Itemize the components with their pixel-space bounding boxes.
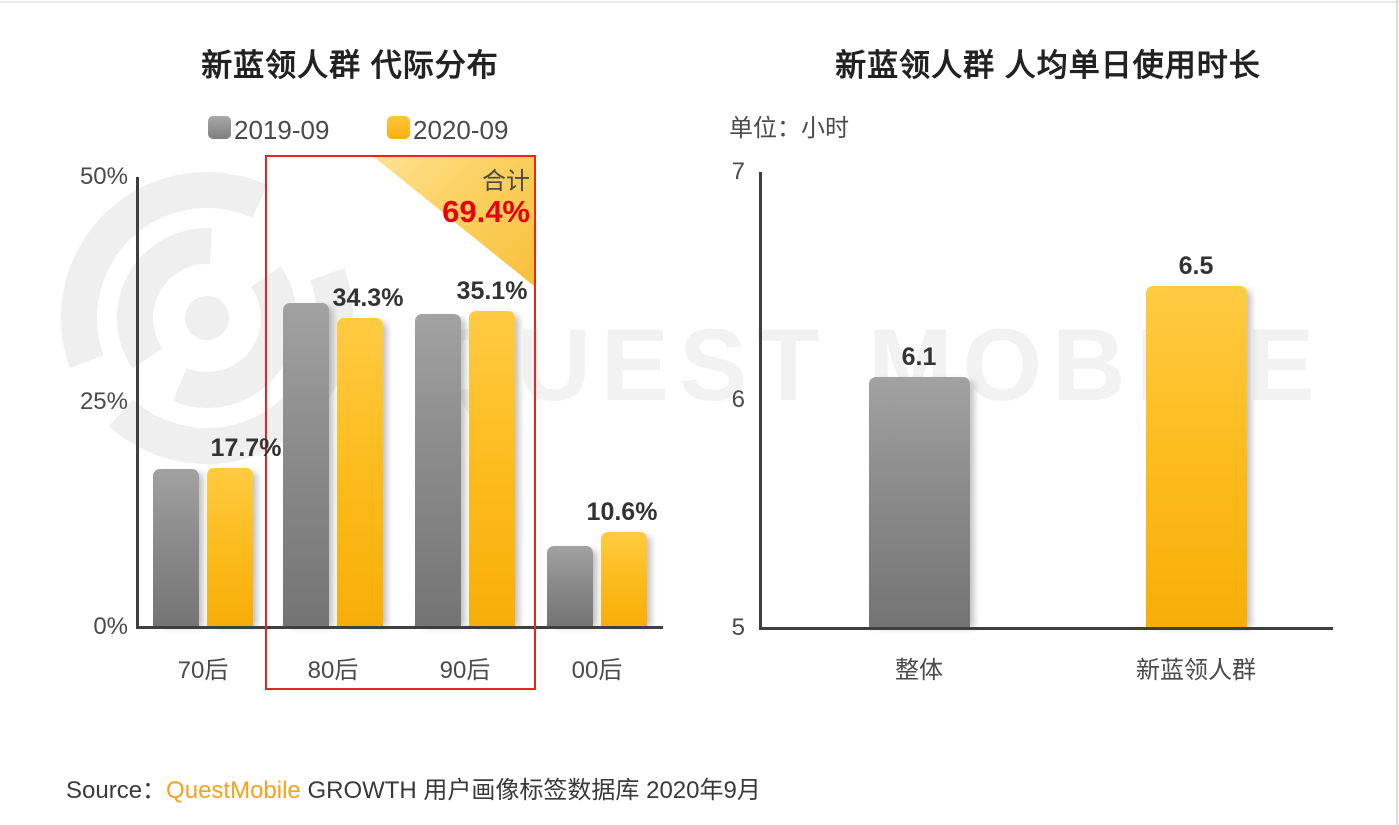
slide-right-border xyxy=(1396,0,1398,825)
left-y-axis xyxy=(136,177,139,627)
bar-2020-09-00后 xyxy=(601,532,647,627)
bar-2019-09-80后 xyxy=(283,303,329,627)
source-brand: QuestMobile xyxy=(166,777,301,804)
bar-value-label: 10.6% xyxy=(586,498,658,526)
right-chart-unit-label: 单位：小时 xyxy=(729,115,849,142)
bar-2020-09-70后 xyxy=(207,468,253,627)
left-y-tick: 50% xyxy=(79,163,128,190)
left-x-category: 00后 xyxy=(571,657,623,684)
source-suffix: GROWTH 用户画像标签数据库 2020年9月 xyxy=(300,777,761,804)
bar-2019-09-90后 xyxy=(415,314,461,627)
bar-2020-09-90后 xyxy=(469,311,515,627)
left-x-category: 80后 xyxy=(307,657,359,684)
right-x-axis xyxy=(759,627,1333,630)
legend-swatch-2020 xyxy=(387,116,410,139)
total-value: 69.4% xyxy=(442,194,530,229)
highlight-box-80s-90s: 合计 69.4% xyxy=(265,155,536,690)
right-chart-title: 新蓝领人群 人均单日使用时长 xyxy=(835,48,1261,83)
left-x-category: 70后 xyxy=(177,657,229,684)
right-x-category: 整体 xyxy=(895,657,943,684)
right-y-tick: 6 xyxy=(731,386,745,413)
source-prefix: Source： xyxy=(66,777,167,804)
total-label: 合计 xyxy=(482,168,530,195)
bar-2020-09-80后 xyxy=(337,318,383,627)
legend-label-2019: 2019-09 xyxy=(234,115,330,145)
bar-2019-09-70后 xyxy=(153,469,199,627)
left-chart-title: 新蓝领人群 代际分布 xyxy=(201,48,499,83)
legend-label-2020: 2020-09 xyxy=(413,115,509,145)
bar-value-label: 6.5 xyxy=(1178,252,1214,280)
chart-legend: 2019-09 2020-09 xyxy=(0,115,700,145)
bar-value-label: 6.1 xyxy=(901,343,937,371)
bar-2019-09-00后 xyxy=(547,546,593,627)
right-x-category: 新蓝领人群 xyxy=(1136,657,1256,684)
bar-新蓝领人群 xyxy=(1145,286,1247,628)
left-y-tick: 25% xyxy=(79,388,128,415)
bar-整体 xyxy=(868,377,970,628)
legend-swatch-2019 xyxy=(208,116,231,139)
right-y-axis xyxy=(759,172,762,628)
bar-value-label: 35.1% xyxy=(456,277,528,305)
bar-value-label: 34.3% xyxy=(332,284,404,312)
slide-top-border xyxy=(0,1,1399,3)
right-y-tick: 5 xyxy=(731,614,745,641)
right-y-tick: 7 xyxy=(731,158,745,185)
left-y-tick: 0% xyxy=(93,613,128,640)
left-x-category: 90后 xyxy=(439,657,491,684)
left-x-axis xyxy=(136,626,663,629)
total-annotation: 合计 69.4% xyxy=(410,169,530,229)
source-line: Source：QuestMobile GROWTH 用户画像标签数据库 2020… xyxy=(66,770,761,805)
bar-value-label: 17.7% xyxy=(210,434,282,462)
